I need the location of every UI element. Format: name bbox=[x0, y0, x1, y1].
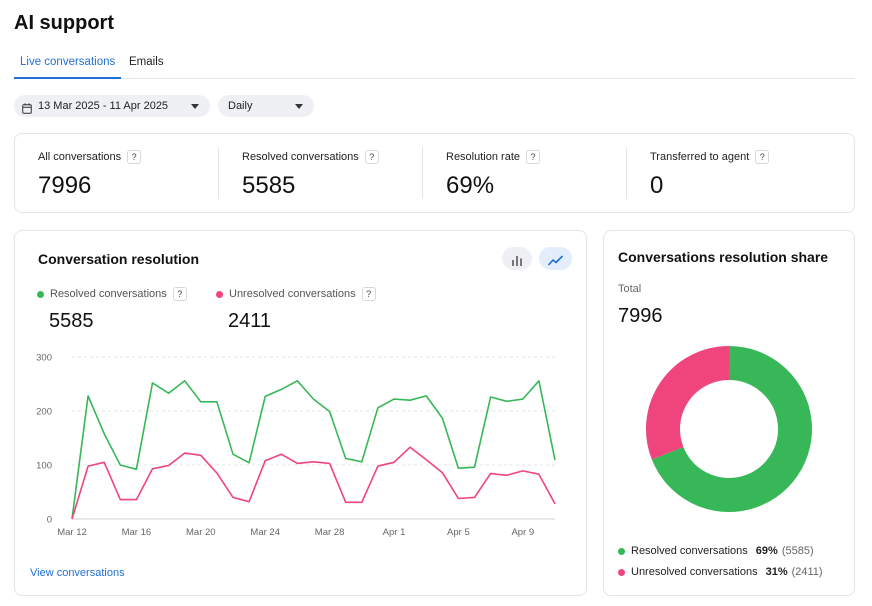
tab-live-conversations[interactable]: Live conversations bbox=[14, 48, 122, 79]
stat-label: Transferred to agent bbox=[650, 151, 750, 163]
page-title: AI support bbox=[14, 12, 114, 34]
stat-value: 5585 bbox=[242, 172, 296, 199]
y-tick-label: 100 bbox=[36, 461, 52, 472]
date-range-filter[interactable]: 13 Mar 2025 - 11 Apr 2025 bbox=[14, 95, 210, 117]
help-icon[interactable]: ? bbox=[172, 287, 187, 301]
help-icon[interactable]: ? bbox=[127, 150, 142, 164]
x-tick-label: Mar 20 bbox=[186, 527, 216, 538]
x-tick-label: Mar 24 bbox=[250, 527, 280, 538]
help-icon[interactable]: ? bbox=[755, 150, 770, 164]
tab-bar: Live conversations Emails bbox=[14, 48, 855, 79]
view-conversations-link[interactable]: View conversations bbox=[30, 567, 125, 579]
unresolved-dot bbox=[216, 290, 223, 298]
divider bbox=[626, 147, 627, 199]
unresolved-dot bbox=[618, 568, 625, 576]
calendar-icon bbox=[22, 100, 32, 114]
interval-value: Daily bbox=[228, 100, 253, 112]
date-range-value: 13 Mar 2025 - 11 Apr 2025 bbox=[38, 100, 169, 112]
total-label: Total bbox=[618, 283, 642, 295]
unresolved-series-line[interactable] bbox=[71, 446, 556, 520]
legend-resolved: Resolved conversations ? bbox=[37, 287, 187, 301]
divider bbox=[422, 147, 423, 199]
resolved-series-line[interactable] bbox=[71, 379, 556, 520]
help-icon[interactable]: ? bbox=[364, 150, 379, 164]
x-tick-label: Apr 5 bbox=[447, 527, 470, 538]
legend-label: Resolved conversations bbox=[50, 288, 167, 300]
stat-label: All conversations bbox=[38, 151, 122, 163]
total-value: 7996 bbox=[618, 305, 663, 327]
help-icon[interactable]: ? bbox=[526, 150, 540, 164]
interval-select[interactable]: Daily bbox=[218, 95, 314, 117]
resolution-share-card: Conversations resolution share Total 799… bbox=[603, 230, 855, 596]
bar-view-toggle[interactable] bbox=[502, 247, 532, 270]
share-legend-unresolved: Unresolved conversations 31% (2411) bbox=[618, 566, 823, 578]
share-percent: 69% bbox=[755, 545, 778, 557]
resolved-dot bbox=[618, 547, 625, 555]
help-icon[interactable]: ? bbox=[361, 287, 376, 301]
y-tick-label: 0 bbox=[47, 515, 52, 526]
bar-chart-icon bbox=[511, 253, 523, 271]
stat-label: Resolution rate bbox=[446, 151, 520, 163]
share-label: Resolved conversations bbox=[631, 545, 748, 557]
stat-value: 7996 bbox=[38, 172, 92, 199]
x-tick-label: Mar 28 bbox=[315, 527, 345, 538]
donut-chart bbox=[646, 346, 812, 512]
chevron-down-icon bbox=[295, 104, 303, 109]
line-view-toggle[interactable] bbox=[539, 247, 572, 270]
line-chart: 0 100 200 300 Mar 12 Mar 16 Mar 20 Mar 24 Mar 28… bbox=[36, 353, 556, 538]
stat-value: 0 bbox=[650, 172, 664, 199]
resolved-total: 5585 bbox=[49, 310, 94, 332]
resolved-slice[interactable] bbox=[651, 346, 812, 512]
unresolved-slice[interactable] bbox=[646, 346, 730, 460]
divider bbox=[218, 147, 219, 199]
x-tick-label: Mar 16 bbox=[122, 527, 152, 538]
share-label: Unresolved conversations bbox=[631, 566, 758, 578]
card-title: Conversations resolution share bbox=[618, 249, 829, 265]
card-title: Conversation resolution bbox=[38, 251, 200, 267]
chevron-down-icon bbox=[191, 104, 199, 109]
share-legend-resolved: Resolved conversations 69% (5585) bbox=[618, 545, 814, 557]
share-count: (5585) bbox=[781, 545, 814, 557]
conversation-resolution-card: Conversation resolution Resolved convers… bbox=[14, 230, 587, 596]
x-tick-label: Apr 9 bbox=[511, 527, 534, 538]
unresolved-total: 2411 bbox=[228, 310, 272, 332]
y-tick-label: 200 bbox=[36, 407, 52, 418]
line-chart-icon bbox=[548, 253, 563, 271]
x-tick-label: Apr 1 bbox=[383, 527, 406, 538]
stats-card: All conversations? 7996 Resolved convers… bbox=[14, 133, 855, 213]
legend-label: Unresolved conversations bbox=[229, 288, 356, 300]
stat-label: Resolved conversations bbox=[242, 151, 359, 163]
share-percent: 31% bbox=[765, 566, 788, 578]
legend-unresolved: Unresolved conversations ? bbox=[216, 287, 376, 301]
x-tick-label: Mar 12 bbox=[57, 527, 87, 538]
resolved-dot bbox=[37, 290, 44, 298]
y-tick-label: 300 bbox=[36, 353, 52, 364]
tab-emails[interactable]: Emails bbox=[129, 56, 164, 68]
stat-value: 69% bbox=[446, 172, 495, 199]
share-count: (2411) bbox=[791, 566, 823, 578]
